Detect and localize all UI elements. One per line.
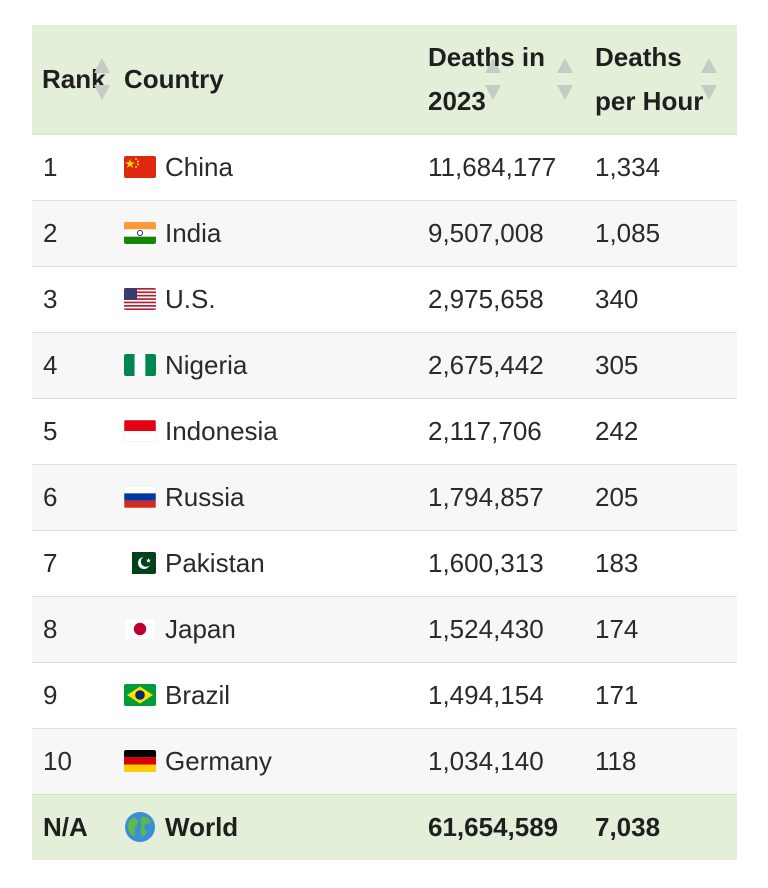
country-header-label: Country: [124, 64, 224, 95]
hour-header-line2: per Hour: [595, 86, 704, 117]
hour-sort-icon[interactable]: [701, 58, 717, 101]
deaths-cell: 1,524,430: [428, 613, 544, 644]
country-cell: World: [124, 794, 428, 860]
per-hour-cell: 174: [595, 613, 639, 644]
rank-cell: 3: [43, 283, 58, 314]
table-row: 2 India 9,507,008 1,085: [32, 200, 737, 266]
per-hour-cell: 1,334: [595, 151, 661, 182]
country-cell: China: [124, 134, 428, 200]
country-cell: India: [124, 200, 428, 266]
country-name: Japan: [165, 613, 236, 644]
table-row: 10 Germany 1,034,140 118: [32, 728, 737, 794]
country-sort-icon[interactable]: [485, 58, 501, 101]
table-body: 1 China 11,684,177 1,334 2 India: [32, 134, 737, 860]
table-header: Rank Country Deaths in 2023 Deaths per H…: [32, 25, 737, 134]
country-cell: U.S.: [124, 266, 428, 332]
country-cell: Pakistan: [124, 530, 428, 596]
deaths-cell: 1,794,857: [428, 481, 544, 512]
deaths-2023-column-header[interactable]: Deaths in 2023: [428, 25, 595, 134]
globe-icon: [124, 811, 156, 843]
per-hour-cell: 305: [595, 349, 639, 380]
deaths-cell: 61,654,589: [428, 811, 559, 842]
deaths-cell: 2,117,706: [428, 415, 542, 446]
table-row: 9 Brazil 1,494,154 171: [32, 662, 737, 728]
country-name: World: [165, 811, 239, 842]
country-name: U.S.: [165, 283, 216, 314]
indonesia-flag-icon: [124, 420, 156, 442]
deaths-cell: 11,684,177: [428, 151, 557, 182]
us-flag-icon: [124, 288, 156, 310]
china-flag-icon: [124, 156, 156, 178]
rank-cell: 10: [43, 745, 72, 776]
per-hour-cell: 171: [595, 679, 639, 710]
country-name: Brazil: [165, 679, 231, 710]
country-cell: Brazil: [124, 662, 428, 728]
country-cell: Nigeria: [124, 332, 428, 398]
deaths-table: Rank Country Deaths in 2023 Deaths per H…: [32, 25, 737, 860]
country-cell: Russia: [124, 464, 428, 530]
country-name: Indonesia: [165, 415, 278, 446]
deaths-cell: 1,494,154: [428, 679, 544, 710]
deaths-cell: 1,034,140: [428, 745, 544, 776]
country-name: India: [165, 217, 222, 248]
country-column-header[interactable]: Country: [124, 25, 501, 134]
country-cell: Germany: [124, 728, 428, 794]
table-row: 8 Japan 1,524,430 174: [32, 596, 737, 662]
country-name: Nigeria: [165, 349, 248, 380]
per-hour-cell: 205: [595, 481, 639, 512]
rank-sort-icon[interactable]: [94, 58, 110, 101]
per-hour-cell: 242: [595, 415, 639, 446]
rank-cell: N/A: [43, 811, 88, 842]
country-name: Pakistan: [165, 547, 265, 578]
deaths-table-container: Rank Country Deaths in 2023 Deaths per H…: [32, 25, 737, 860]
per-hour-cell: 340: [595, 283, 639, 314]
table-row: 7 Pakistan 1,600,313 183: [32, 530, 737, 596]
deaths-cell: 1,600,313: [428, 547, 544, 578]
germany-flag-icon: [124, 750, 156, 772]
japan-flag-icon: [124, 618, 156, 640]
rank-cell: 7: [43, 547, 58, 578]
deaths-header-line2: 2023: [428, 86, 486, 117]
country-name: China: [165, 151, 233, 182]
rank-cell: 5: [43, 415, 58, 446]
rank-column-header[interactable]: Rank: [32, 25, 124, 134]
per-hour-cell: 118: [595, 745, 637, 776]
country-cell: Indonesia: [124, 398, 428, 464]
russia-flag-icon: [124, 486, 156, 508]
table-row: 4 Nigeria 2,675,442 305: [32, 332, 737, 398]
deaths-sort-icon[interactable]: [557, 58, 573, 101]
rank-cell: 1: [43, 151, 58, 182]
rank-cell: 6: [43, 481, 58, 512]
rank-cell: 4: [43, 349, 58, 380]
per-hour-cell: 7,038: [595, 811, 661, 842]
country-cell: Japan: [124, 596, 428, 662]
per-hour-cell: 1,085: [595, 217, 661, 248]
country-name: Russia: [165, 481, 245, 512]
rank-cell: 9: [43, 679, 58, 710]
brazil-flag-icon: [124, 684, 156, 706]
hour-header-line1: Deaths: [595, 42, 682, 73]
deaths-cell: 2,675,442: [428, 349, 544, 380]
deaths-cell: 2,975,658: [428, 283, 544, 314]
per-hour-cell: 183: [595, 547, 639, 578]
rank-cell: 8: [43, 613, 58, 644]
deaths-cell: 9,507,008: [428, 217, 544, 248]
rank-cell: 2: [43, 217, 58, 248]
deaths-per-hour-column-header[interactable]: Deaths per Hour: [595, 25, 737, 134]
deaths-header-line1: Deaths in: [428, 42, 546, 73]
table-row: 6 Russia 1,794,857 205: [32, 464, 737, 530]
total-row: N/A World 61,654,589 7,038: [32, 794, 737, 860]
india-flag-icon: [124, 222, 156, 244]
rank-header-label: Rank: [42, 64, 106, 95]
table-row: 3: [32, 266, 737, 332]
table-row: 5 Indonesia 2,117,706 242: [32, 398, 737, 464]
header-row: Rank Country Deaths in 2023 Deaths per H…: [32, 25, 737, 134]
country-name: Germany: [165, 745, 272, 776]
table-row: 1 China 11,684,177 1,334: [32, 134, 737, 200]
nigeria-flag-icon: [124, 354, 156, 376]
pakistan-flag-icon: [124, 552, 156, 574]
